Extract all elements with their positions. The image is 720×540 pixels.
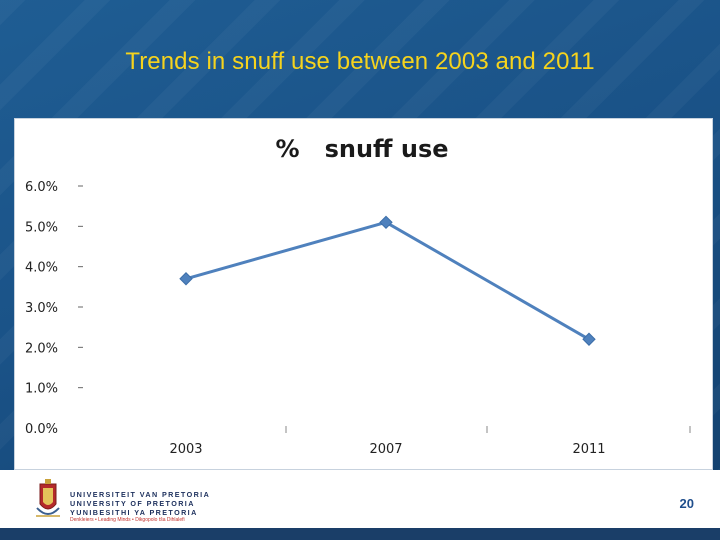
y-tick-label: 5.0% <box>25 220 58 235</box>
data-point <box>179 272 193 286</box>
data-point <box>379 215 393 230</box>
x-tick-label: 2011 <box>572 442 605 457</box>
y-tick-label: 2.0% <box>25 341 58 356</box>
chart-title: % snuff use <box>275 135 448 163</box>
y-tick-label: 6.0% <box>25 180 58 195</box>
x-tick-label: 2007 <box>369 442 402 457</box>
university-crest-icon <box>36 479 60 517</box>
line-chart: % snuff use 0.0% 1.0% 2.0% 3.0% 4.0% 5.0% 6.0% 2… <box>25 135 691 457</box>
university-name-line: YUNIBESITHI YA PRETORIA <box>70 508 198 517</box>
y-tick-label: 0.0% <box>25 422 58 437</box>
university-name-line: UNIVERSITY OF PRETORIA <box>70 499 195 508</box>
slide-title: Trends in snuff use between 2003 and 201… <box>125 48 595 75</box>
footer-bar <box>0 528 720 540</box>
footer <box>0 470 720 528</box>
y-tick-label: 3.0% <box>25 301 58 316</box>
page-number: 20 <box>679 496 694 511</box>
university-name: UNIVERSITEIT VAN PRETORIA UNIVERSITY OF … <box>70 490 210 517</box>
chart-panel: % snuff use 0.0% 1.0% 2.0% 3.0% 4.0% 5.0% 6.0% 2… <box>14 118 713 470</box>
y-tick-label: 4.0% <box>25 261 58 276</box>
x-tick-label: 2003 <box>169 442 202 457</box>
series-line <box>185 220 590 341</box>
data-point <box>582 332 596 346</box>
university-name-line: UNIVERSITEIT VAN PRETORIA <box>70 490 211 499</box>
y-tick-label: 1.0% <box>25 382 58 397</box>
university-motto: Denkleiers • Leading Minds • Dikgopolo t… <box>70 517 185 523</box>
